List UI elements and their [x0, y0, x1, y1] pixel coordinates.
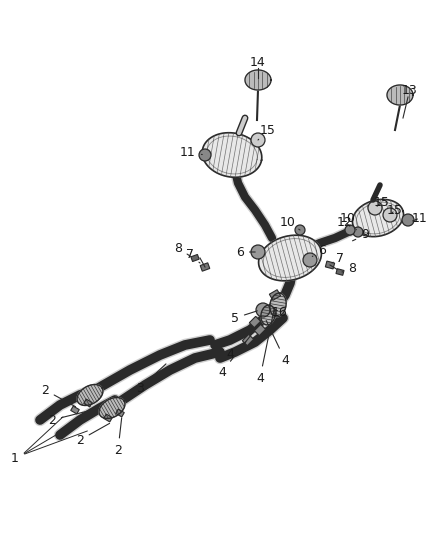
Bar [104, 414, 112, 422]
Polygon shape [202, 133, 262, 177]
Text: 2: 2 [114, 418, 122, 456]
Text: 15: 15 [387, 204, 403, 216]
Bar [325, 261, 335, 269]
Text: 13: 13 [402, 84, 418, 96]
Text: 14: 14 [250, 55, 266, 69]
Circle shape [251, 133, 265, 147]
Circle shape [303, 253, 317, 267]
Text: 2: 2 [41, 384, 76, 407]
Text: 11: 11 [180, 146, 202, 158]
Bar [249, 317, 261, 328]
Text: 9: 9 [353, 229, 369, 241]
Text: 10: 10 [340, 212, 357, 230]
Polygon shape [261, 305, 275, 325]
Text: 1: 1 [11, 451, 19, 464]
Circle shape [295, 225, 305, 235]
Bar [269, 290, 281, 300]
Text: 10: 10 [280, 215, 300, 230]
Bar [254, 325, 266, 336]
Circle shape [368, 201, 382, 215]
Circle shape [199, 149, 211, 161]
Text: 4: 4 [256, 308, 275, 384]
Circle shape [402, 214, 414, 226]
Bar [336, 269, 344, 276]
Circle shape [256, 303, 270, 317]
Polygon shape [99, 398, 125, 418]
Bar [71, 406, 79, 414]
Polygon shape [353, 199, 403, 237]
Polygon shape [245, 70, 271, 90]
Text: 7: 7 [332, 252, 344, 264]
Circle shape [383, 208, 397, 222]
Text: 4: 4 [226, 342, 246, 361]
Bar [116, 409, 124, 417]
Text: 4: 4 [218, 332, 253, 378]
Text: 6: 6 [236, 246, 255, 259]
Text: 2: 2 [76, 423, 110, 447]
Polygon shape [387, 85, 413, 105]
Polygon shape [258, 235, 321, 281]
Polygon shape [270, 293, 286, 317]
Text: 3: 3 [136, 364, 166, 394]
Text: 11: 11 [412, 212, 428, 224]
Text: 15: 15 [258, 124, 276, 140]
Circle shape [345, 225, 355, 235]
Text: 5: 5 [231, 311, 258, 325]
Bar [200, 263, 210, 271]
Bar [242, 334, 254, 346]
Text: 15: 15 [374, 196, 390, 208]
Bar [191, 254, 199, 262]
Text: 7: 7 [186, 248, 200, 263]
Text: 6: 6 [312, 244, 326, 256]
Polygon shape [77, 384, 103, 406]
Text: 12: 12 [337, 215, 353, 229]
Circle shape [251, 245, 265, 259]
Circle shape [353, 227, 363, 237]
Text: 16: 16 [272, 305, 288, 319]
Text: 4: 4 [266, 320, 289, 367]
Text: 2: 2 [48, 410, 89, 426]
Bar [84, 399, 92, 407]
Text: 8: 8 [342, 262, 356, 274]
Text: 8: 8 [174, 241, 191, 256]
